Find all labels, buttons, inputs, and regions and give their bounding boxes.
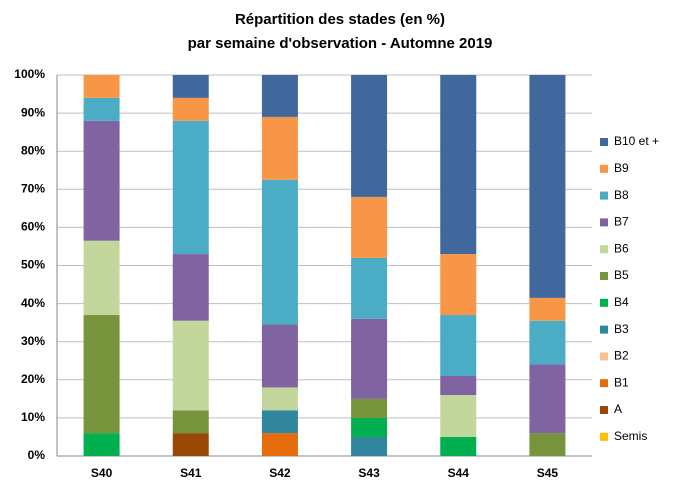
y-tick-label: 100% bbox=[14, 67, 45, 81]
chart-title: par semaine d'observation - Automne 2019 bbox=[188, 35, 493, 52]
legend-label: B2 bbox=[614, 349, 629, 363]
bar-segment bbox=[172, 120, 209, 255]
bar-segment bbox=[529, 320, 566, 365]
legend-swatch bbox=[600, 352, 608, 361]
bar-segment bbox=[529, 364, 566, 434]
legend-label: B4 bbox=[614, 295, 629, 309]
bar-segment bbox=[83, 75, 120, 98]
bar-segment bbox=[529, 297, 566, 321]
chart-title: Répartition des stades (en %) bbox=[235, 11, 445, 28]
bar-segment bbox=[440, 375, 477, 396]
bar-segment bbox=[261, 410, 298, 434]
bar-segment bbox=[351, 398, 388, 418]
legend-swatch bbox=[600, 245, 608, 254]
legend-swatch bbox=[600, 379, 608, 388]
x-tick-label: S41 bbox=[180, 466, 202, 480]
legend-label: B7 bbox=[614, 215, 629, 229]
x-tick-label: S40 bbox=[91, 466, 113, 480]
x-tick-label: S44 bbox=[448, 466, 470, 480]
x-tick-label: S45 bbox=[537, 466, 559, 480]
bar-segment bbox=[261, 387, 298, 411]
bar-segment bbox=[351, 75, 388, 197]
legend-label: B6 bbox=[614, 241, 629, 255]
bar-segment bbox=[83, 433, 120, 456]
bar-segment bbox=[440, 254, 477, 316]
bar-segment bbox=[172, 254, 209, 321]
legend-label: B10 et + bbox=[614, 134, 659, 148]
bar-segment bbox=[351, 417, 388, 437]
y-tick-label: 70% bbox=[21, 181, 45, 195]
legend-swatch bbox=[600, 218, 608, 227]
y-tick-label: 80% bbox=[21, 143, 45, 157]
bar-segment bbox=[172, 97, 209, 121]
bar-segment bbox=[351, 318, 388, 399]
y-tick-label: 50% bbox=[21, 258, 45, 272]
y-tick-label: 0% bbox=[28, 448, 46, 462]
y-tick-label: 60% bbox=[21, 220, 45, 234]
bar-segment bbox=[529, 433, 566, 456]
legend-label: B3 bbox=[614, 322, 629, 336]
y-tick-label: 20% bbox=[21, 372, 45, 386]
bar-segment bbox=[261, 179, 298, 325]
x-tick-label: S43 bbox=[358, 466, 380, 480]
bar-segment bbox=[440, 75, 477, 255]
bar-segment bbox=[172, 320, 209, 411]
legend-swatch bbox=[600, 325, 608, 334]
bar-segment bbox=[83, 120, 120, 241]
bar-segment bbox=[351, 436, 388, 456]
bar-segment bbox=[440, 395, 477, 437]
bar-segment bbox=[83, 240, 120, 316]
bar-segment bbox=[351, 196, 388, 258]
legend-swatch bbox=[600, 432, 608, 441]
bar-segment bbox=[83, 97, 120, 121]
bar-segment bbox=[529, 75, 566, 298]
bar-segment bbox=[261, 116, 298, 180]
bar-segment bbox=[440, 315, 477, 376]
legend-swatch bbox=[600, 138, 608, 146]
bar-segment bbox=[172, 75, 209, 98]
legend-swatch bbox=[600, 406, 608, 414]
legend-swatch bbox=[600, 272, 608, 280]
bar-segment bbox=[83, 315, 120, 434]
y-tick-label: 90% bbox=[21, 105, 45, 119]
legend-label: B8 bbox=[614, 188, 629, 202]
legend-label: B9 bbox=[614, 161, 629, 175]
legend-swatch bbox=[600, 191, 608, 200]
bar-segment bbox=[172, 410, 209, 434]
y-tick-label: 40% bbox=[21, 296, 45, 310]
bar-segment bbox=[172, 433, 209, 456]
legend-label: B1 bbox=[614, 375, 629, 389]
bar-segment bbox=[440, 436, 477, 456]
y-tick-label: 10% bbox=[21, 410, 45, 424]
bar-segment bbox=[261, 75, 298, 117]
legend-swatch bbox=[600, 298, 608, 307]
legend-swatch bbox=[600, 164, 608, 173]
bar-segment bbox=[351, 257, 388, 319]
bar-segment bbox=[261, 433, 298, 456]
legend-label: A bbox=[614, 402, 622, 416]
x-tick-label: S42 bbox=[269, 466, 291, 480]
bar-segment bbox=[261, 324, 298, 388]
legend-label: Semis bbox=[614, 429, 647, 443]
legend-label: B5 bbox=[614, 268, 629, 282]
y-tick-label: 30% bbox=[21, 334, 45, 348]
